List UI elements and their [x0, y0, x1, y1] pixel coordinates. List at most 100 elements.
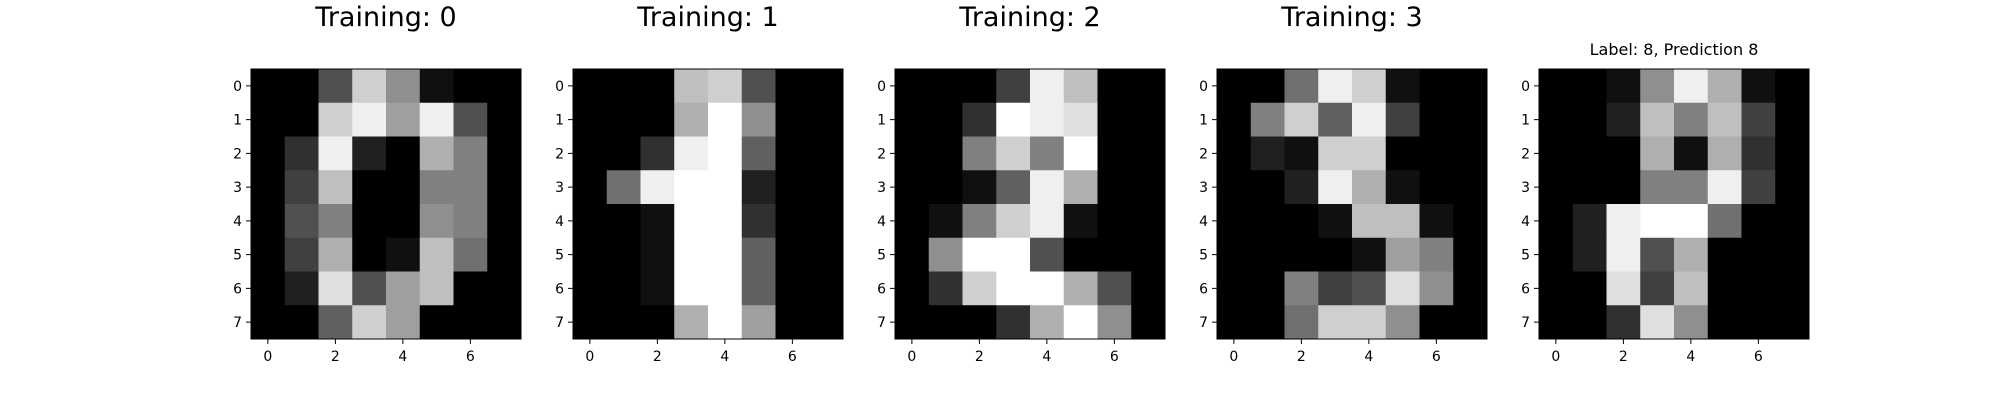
pixel-cell	[251, 69, 286, 104]
pixel-cell	[1318, 102, 1353, 137]
pixel-cell	[809, 102, 844, 137]
y-tick-label: 3	[877, 180, 886, 196]
pixel-cell	[1775, 305, 1810, 340]
pixel-cell	[251, 204, 286, 239]
pixel-cell	[573, 102, 608, 137]
pixel-cell	[1606, 305, 1641, 340]
pixel-cell	[1097, 136, 1132, 171]
pixel-cell	[1030, 170, 1065, 205]
pixel-cell	[962, 102, 997, 137]
pixel-cell	[1572, 237, 1607, 272]
pixel-cell	[1318, 136, 1353, 171]
pixel-cell	[1284, 237, 1319, 272]
pixel-cell	[708, 69, 743, 104]
pixel-cell	[1775, 204, 1810, 239]
pixel-cell	[1352, 204, 1387, 239]
pixel-cell	[741, 237, 776, 272]
pixel-cell	[775, 271, 810, 306]
pixel-cell	[1063, 204, 1098, 239]
pixel-cell	[1741, 237, 1776, 272]
pixel-cell	[1572, 170, 1607, 205]
y-tick-label: 7	[233, 315, 242, 331]
pixel-cell	[1097, 271, 1132, 306]
pixel-cell	[928, 305, 963, 340]
pixel-cell	[419, 102, 454, 137]
pixel-cell	[1453, 237, 1488, 272]
pixel-cell	[1131, 237, 1166, 272]
pixel-cell	[1063, 237, 1098, 272]
pixel-cell	[453, 69, 488, 104]
pixel-cell	[928, 271, 963, 306]
pixel-cell	[1572, 271, 1607, 306]
pixel-cell	[386, 204, 421, 239]
panel-title: Training: 2	[958, 2, 1100, 33]
pixel-cell	[318, 136, 353, 171]
pixel-cell	[895, 305, 930, 340]
pixel-cell	[606, 204, 641, 239]
panel-2: Training: 2 0 1 2 3 4 5 6 7 0 2 4 6	[877, 2, 1166, 365]
x-tick-label: 0	[1229, 349, 1238, 365]
pixel-cell	[640, 170, 675, 205]
pixel-cell	[1063, 136, 1098, 171]
pixel-cell	[1640, 271, 1675, 306]
pixel-cell	[1097, 102, 1132, 137]
pixel-cell	[895, 170, 930, 205]
y-tick-label: 4	[877, 214, 886, 230]
y-tick-label: 1	[555, 113, 564, 129]
pixel-cell	[1284, 271, 1319, 306]
pixel-cell	[606, 305, 641, 340]
pixel-cell	[1131, 170, 1166, 205]
pixel-cell	[674, 237, 709, 272]
pixel-cell	[741, 305, 776, 340]
pixel-cell	[640, 102, 675, 137]
pixel-cell	[1097, 237, 1132, 272]
pixel-cell	[1572, 305, 1607, 340]
pixel-cell	[1453, 102, 1488, 137]
pixel-cell	[573, 271, 608, 306]
pixel-cell	[928, 136, 963, 171]
pixel-cell	[1284, 170, 1319, 205]
pixel-cell	[1250, 237, 1285, 272]
pixel-cell	[487, 136, 522, 171]
pixel-cell	[1640, 237, 1675, 272]
pixel-cell	[1539, 271, 1574, 306]
x-tick-label: 4	[398, 349, 407, 365]
pixel-cell	[741, 136, 776, 171]
pixel-cell	[775, 237, 810, 272]
y-tick-label: 4	[233, 214, 242, 230]
y-tick-label: 2	[877, 146, 886, 162]
panel-title: Label: 8, Prediction 8	[1590, 40, 1759, 59]
pixel-cell	[487, 204, 522, 239]
pixel-cell	[1217, 237, 1252, 272]
pixel-cell	[1131, 69, 1166, 104]
pixel-cell	[1030, 271, 1065, 306]
pixel-cell	[674, 170, 709, 205]
pixel-cell	[487, 305, 522, 340]
pixel-cell	[1352, 305, 1387, 340]
pixel-cell	[573, 69, 608, 104]
pixel-cell	[1284, 305, 1319, 340]
pixel-cell	[1063, 271, 1098, 306]
pixel-cell	[962, 170, 997, 205]
pixel-cell	[606, 170, 641, 205]
pixel-cell	[1063, 170, 1098, 205]
pixel-cell	[1352, 271, 1387, 306]
pixel-cell	[318, 305, 353, 340]
y-tick-label: 0	[555, 79, 564, 95]
pixel-cell	[1539, 170, 1574, 205]
pixel-cell	[1419, 271, 1454, 306]
pixel-cell	[775, 170, 810, 205]
panel-1: Training: 1 0 1 2 3 4 5 6 7 0 2 4 6	[555, 2, 844, 365]
pixel-cell	[352, 69, 387, 104]
pixel-cell	[640, 305, 675, 340]
pixel-cell	[1030, 102, 1065, 137]
x-tick-label: 2	[1297, 349, 1306, 365]
pixel-cell	[1217, 69, 1252, 104]
x-tick-label: 0	[907, 349, 916, 365]
pixel-cell	[1674, 102, 1709, 137]
pixel-cell	[928, 69, 963, 104]
pixel-cell	[1539, 102, 1574, 137]
pixel-cell	[1250, 170, 1285, 205]
pixel-cell	[962, 271, 997, 306]
pixel-cell	[284, 102, 319, 137]
